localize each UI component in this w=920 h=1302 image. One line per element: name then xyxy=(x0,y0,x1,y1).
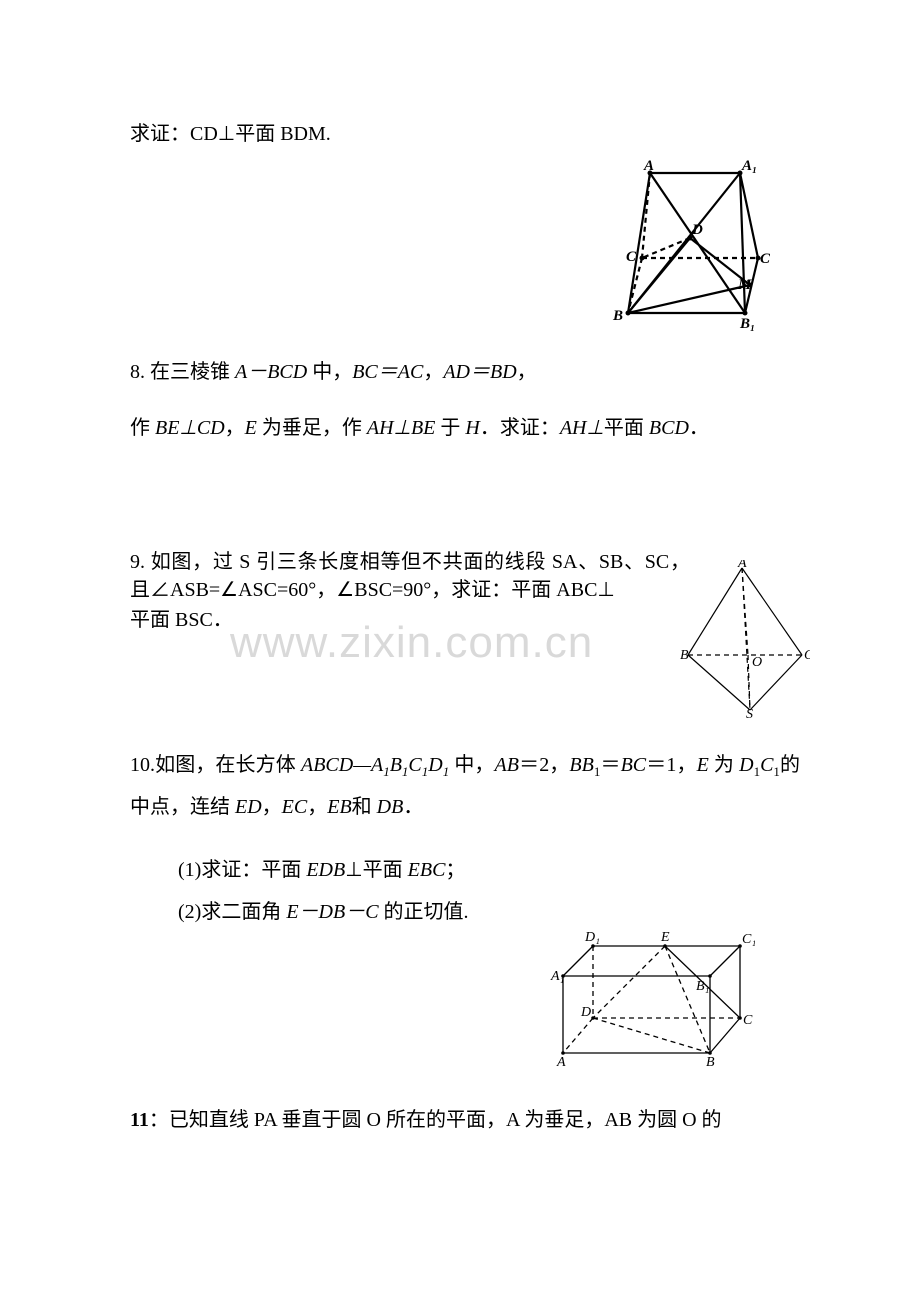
label: A xyxy=(556,1055,566,1068)
t: ， xyxy=(517,361,537,383)
t: ． xyxy=(403,796,423,818)
t: BC＝AC xyxy=(352,361,423,383)
t: A－BCD xyxy=(235,361,307,383)
t: ：已知直线 PA 垂直于圆 O 所在的平面，A 为垂足，AB 为圆 O 的 xyxy=(149,1109,722,1131)
t: C xyxy=(760,754,773,776)
label: A₁ xyxy=(550,969,564,984)
label: C₁ xyxy=(760,251,770,267)
t: C xyxy=(408,754,421,776)
t: DB xyxy=(377,796,404,818)
t: E xyxy=(697,754,709,776)
label: B xyxy=(612,308,623,324)
t: 中， xyxy=(307,361,352,383)
t: 11 xyxy=(130,1109,149,1131)
label: A xyxy=(737,560,747,571)
t: EB xyxy=(327,796,351,818)
label: E xyxy=(660,930,670,945)
p8-line2: 作 BE⊥CD，E 为垂足，作 AH⊥BE 于 H．求证：AH⊥平面 BCD． xyxy=(130,414,800,442)
p11-line: 11：已知直线 PA 垂直于圆 O 所在的平面，A 为垂足，AB 为圆 O 的 xyxy=(130,1106,800,1134)
figure-prism: A A₁ B B₁ C C₁ D M xyxy=(610,158,770,333)
label: D₁ xyxy=(584,930,600,945)
label: A xyxy=(643,158,654,174)
t: ， xyxy=(423,361,443,383)
t: H xyxy=(465,417,479,439)
t: 和 xyxy=(352,796,377,818)
p10-line1: 10.如图，在长方体 ABCD—A1B1C1D1 中，AB＝2，BB1＝BC＝1… xyxy=(130,744,800,828)
label: M xyxy=(737,277,752,293)
t: ＝1， xyxy=(646,754,696,776)
t: 8. 在三棱锥 xyxy=(130,361,235,383)
t: ED xyxy=(235,796,262,818)
t: D xyxy=(428,754,442,776)
label: D xyxy=(580,1005,591,1020)
p10-q1: (1)求证：平面 EDB⊥平面 EBC； xyxy=(178,856,800,884)
problem-10: 10.如图，在长方体 ABCD—A1B1C1D1 中，AB＝2，BB1＝BC＝1… xyxy=(130,744,800,926)
t: 10.如图，在长方体 xyxy=(130,754,301,776)
t: ＝2， xyxy=(519,754,569,776)
t: AD＝BD xyxy=(443,361,516,383)
figure-prism-svg: A A₁ B B₁ C C₁ D M xyxy=(610,158,770,333)
t: D xyxy=(739,754,753,776)
label: B xyxy=(706,1055,715,1068)
t: 于 xyxy=(435,417,465,439)
t: ， xyxy=(225,417,245,439)
label: A₁ xyxy=(741,158,757,174)
t: EC xyxy=(282,796,308,818)
label: C xyxy=(743,1013,753,1028)
label: C xyxy=(626,249,637,265)
problem-8: 8. 在三棱锥 A－BCD 中，BC＝AC，AD＝BD， 作 BE⊥CD，E 为… xyxy=(130,358,800,442)
t: 作 xyxy=(130,417,155,439)
t: AB xyxy=(495,754,519,776)
p10-q2: (2)求二面角 E－DB－C 的正切值. xyxy=(178,898,800,926)
t: ； xyxy=(445,859,465,881)
figure-cuboid: D₁ C₁ A₁ B₁ D C A B E xyxy=(545,928,755,1068)
t: BC xyxy=(621,754,647,776)
t: (2)求二面角 xyxy=(178,901,286,923)
t: 为垂足，作 xyxy=(257,417,367,439)
label: B xyxy=(680,648,689,663)
t: E－DB－C xyxy=(286,901,378,923)
t: AH⊥BE xyxy=(367,417,436,439)
t: ＝ xyxy=(600,754,620,776)
label: D xyxy=(691,222,703,238)
p9-line1: 9. 如图，过 S 引三条长度相等但不共面的线段 SA、SB、SC，且∠ASB=… xyxy=(130,548,690,604)
t: BB xyxy=(569,754,593,776)
t: AH⊥ xyxy=(560,417,604,439)
label: B₁ xyxy=(696,979,709,994)
t: BE⊥CD xyxy=(155,417,225,439)
t: (1)求证：平面 xyxy=(178,859,306,881)
t: EDB xyxy=(306,859,345,881)
label: B₁ xyxy=(739,316,755,332)
t: EBC xyxy=(408,859,446,881)
t: ．求证： xyxy=(480,417,560,439)
t: BCD xyxy=(649,417,689,439)
label: O xyxy=(752,655,762,670)
label: S xyxy=(746,707,753,720)
t: ． xyxy=(689,417,709,439)
figure-tetra: A B C S O xyxy=(680,560,810,720)
t: 平面 xyxy=(604,417,649,439)
t: ⊥平面 xyxy=(345,859,407,881)
t: ， xyxy=(307,796,327,818)
t: 的正切值. xyxy=(379,901,469,923)
t: 为 xyxy=(714,754,739,776)
p7-text: 求证：CD⊥平面 BDM. xyxy=(130,120,800,148)
problem-11: 11：已知直线 PA 垂直于圆 O 所在的平面，A 为垂足，AB 为圆 O 的 xyxy=(130,1106,800,1134)
t: ABCD—A xyxy=(301,754,383,776)
figure-cuboid-svg: D₁ C₁ A₁ B₁ D C A B E xyxy=(545,928,755,1068)
label: C xyxy=(804,648,810,663)
t: B xyxy=(390,754,402,776)
label: C₁ xyxy=(742,932,755,947)
t: 中， xyxy=(449,754,494,776)
p8-line1: 8. 在三棱锥 A－BCD 中，BC＝AC，AD＝BD， xyxy=(130,358,800,386)
figure-tetra-svg: A B C S O xyxy=(680,560,810,720)
t: E xyxy=(245,417,257,439)
t: ， xyxy=(262,796,282,818)
